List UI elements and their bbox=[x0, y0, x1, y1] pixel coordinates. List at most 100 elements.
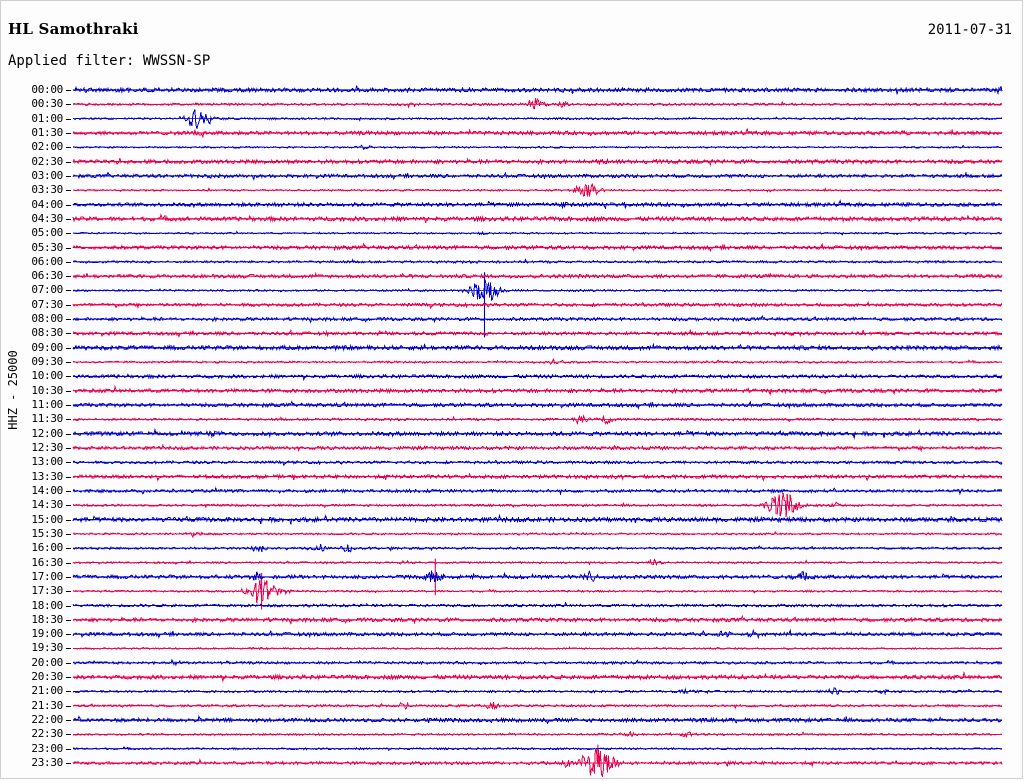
trace-line bbox=[72, 357, 1003, 365]
time-label: 00:30 bbox=[31, 97, 63, 111]
time-label: 22:00 bbox=[31, 713, 63, 727]
axis-tick bbox=[66, 132, 71, 134]
trace-line bbox=[72, 300, 1003, 310]
time-label: 23:00 bbox=[31, 741, 63, 755]
trace-line bbox=[72, 443, 1003, 453]
time-label: 09:30 bbox=[31, 355, 63, 369]
axis-tick bbox=[66, 390, 71, 392]
time-label: 19:30 bbox=[31, 641, 63, 655]
axis-tick bbox=[66, 634, 71, 636]
trace-line bbox=[72, 748, 1003, 779]
axis-tick bbox=[66, 691, 71, 693]
time-label: 07:00 bbox=[31, 283, 63, 297]
time-label: 04:00 bbox=[31, 197, 63, 211]
axis-tick bbox=[66, 319, 71, 321]
axis-tick bbox=[66, 419, 71, 421]
time-label: 23:30 bbox=[31, 756, 63, 770]
time-label: 20:30 bbox=[31, 670, 63, 684]
time-label: 03:30 bbox=[31, 183, 63, 197]
trace-line bbox=[72, 97, 1003, 110]
time-label: 10:00 bbox=[31, 369, 63, 383]
time-label: 21:00 bbox=[31, 684, 63, 698]
axis-tick bbox=[66, 490, 71, 492]
axis-tick bbox=[66, 204, 71, 206]
time-label: 22:30 bbox=[31, 727, 63, 741]
axis-tick bbox=[66, 190, 71, 192]
trace-line bbox=[72, 109, 1003, 129]
trace-line bbox=[72, 414, 1003, 425]
trace-line bbox=[72, 558, 1003, 567]
time-label: 14:00 bbox=[31, 483, 63, 497]
axis-tick bbox=[66, 290, 71, 292]
time-label: 04:30 bbox=[31, 211, 63, 225]
trace-line bbox=[72, 459, 1003, 467]
trace-line bbox=[72, 342, 1003, 352]
time-label: 11:30 bbox=[31, 412, 63, 426]
axis-tick bbox=[66, 605, 71, 607]
axis-tick bbox=[66, 648, 71, 650]
trace-line bbox=[72, 486, 1003, 496]
axis-tick bbox=[66, 118, 71, 120]
time-label: 15:30 bbox=[31, 526, 63, 540]
time-label: 17:30 bbox=[31, 584, 63, 598]
time-label: 14:30 bbox=[31, 498, 63, 512]
axis-tick bbox=[66, 147, 71, 149]
time-label: 16:30 bbox=[31, 555, 63, 569]
axis-tick bbox=[66, 519, 71, 521]
time-label: 18:30 bbox=[31, 612, 63, 626]
axis-tick bbox=[66, 677, 71, 679]
axis-tick bbox=[66, 591, 71, 593]
axis-tick bbox=[66, 705, 71, 707]
axis-tick bbox=[66, 433, 71, 435]
axis-tick bbox=[66, 748, 71, 750]
axis-tick bbox=[66, 562, 71, 564]
time-label: 18:00 bbox=[31, 598, 63, 612]
trace-line bbox=[72, 385, 1003, 397]
time-label: 12:00 bbox=[31, 426, 63, 440]
time-label: 21:30 bbox=[31, 698, 63, 712]
axis-tick bbox=[66, 362, 71, 364]
axis-tick bbox=[66, 448, 71, 449]
time-label: 16:00 bbox=[31, 541, 63, 555]
axis-tick bbox=[66, 304, 71, 306]
time-label: 15:00 bbox=[31, 512, 63, 526]
time-label: 08:00 bbox=[31, 312, 63, 326]
date-label: 2011-07-31 bbox=[927, 22, 1012, 38]
time-label: 13:00 bbox=[31, 455, 63, 469]
time-label: 07:30 bbox=[31, 297, 63, 311]
axis-tick bbox=[66, 763, 71, 765]
axis-tick bbox=[66, 233, 71, 235]
page-title: HL Samothraki bbox=[8, 20, 139, 38]
time-label: 05:00 bbox=[31, 226, 63, 240]
time-label: 08:30 bbox=[31, 326, 63, 340]
time-label: 11:00 bbox=[31, 398, 63, 412]
time-label: 01:00 bbox=[31, 111, 63, 125]
axis-tick bbox=[66, 720, 71, 722]
axis-tick bbox=[66, 662, 71, 664]
time-label: 05:30 bbox=[31, 240, 63, 254]
time-label: 17:00 bbox=[31, 569, 63, 583]
axis-tick bbox=[66, 90, 71, 91]
trace-line bbox=[72, 714, 1003, 725]
axis-tick bbox=[66, 333, 71, 335]
time-label: 19:00 bbox=[31, 627, 63, 641]
axis-tick bbox=[66, 405, 71, 407]
axis-tick bbox=[66, 218, 71, 220]
time-label: 02:00 bbox=[31, 140, 63, 154]
trace-line bbox=[72, 213, 1003, 223]
trace-line bbox=[72, 271, 1003, 280]
time-label: 06:30 bbox=[31, 269, 63, 283]
time-label: 20:00 bbox=[31, 655, 63, 669]
time-label: 01:30 bbox=[31, 125, 63, 139]
axis-tick bbox=[66, 376, 71, 378]
axis-tick bbox=[66, 476, 71, 478]
axis-tick bbox=[66, 161, 71, 163]
trace-line bbox=[72, 658, 1003, 667]
axis-tick bbox=[66, 533, 71, 535]
axis-tick bbox=[66, 734, 71, 736]
trace-line bbox=[72, 570, 1003, 583]
axis-tick bbox=[66, 175, 71, 177]
time-label: 06:00 bbox=[31, 254, 63, 268]
